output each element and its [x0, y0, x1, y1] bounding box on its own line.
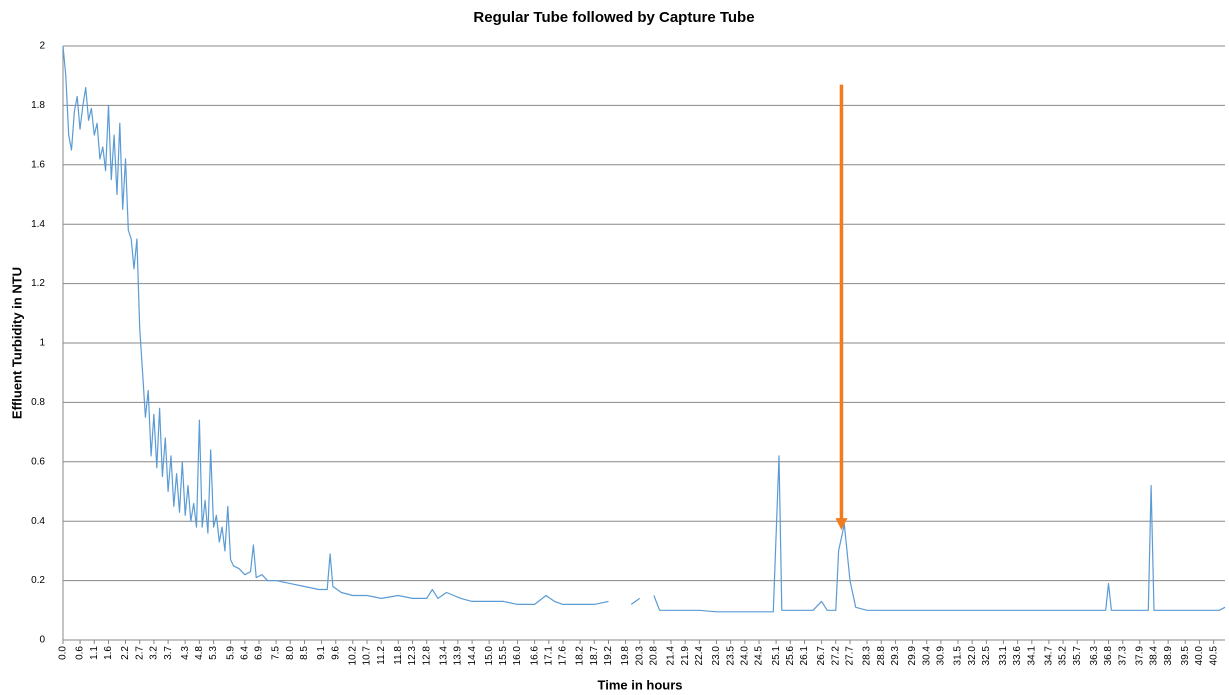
y-tick-label: 0.6 [31, 456, 45, 467]
x-tick-label: 35.2 [1058, 646, 1069, 666]
x-tick-label: 17.1 [543, 646, 554, 666]
x-tick-label: 36.8 [1103, 646, 1114, 666]
x-tick-label: 9.6 [330, 646, 341, 660]
x-tick-label: 28.8 [876, 646, 887, 666]
x-tick-label: 29.3 [890, 646, 901, 666]
x-tick-label: 21.4 [666, 646, 677, 666]
x-tick-label: 6.9 [254, 646, 265, 660]
x-tick-label: 23.0 [711, 646, 722, 666]
x-tick-label: 37.3 [1117, 646, 1128, 666]
x-tick-label: 19.8 [620, 646, 631, 666]
x-tick-label: 38.9 [1163, 646, 1174, 666]
x-tick-label: 34.1 [1026, 646, 1037, 666]
x-tick-label: 5.9 [225, 646, 236, 660]
x-tick-label: 12.3 [407, 646, 418, 666]
x-tick-label: 40.5 [1208, 646, 1219, 666]
x-tick-label: 3.2 [149, 646, 160, 660]
x-tick-label: 28.3 [862, 646, 873, 666]
x-tick-label: 33.6 [1012, 646, 1023, 666]
x-tick-label: 7.5 [271, 646, 282, 660]
x-tick-label: 13.9 [453, 646, 464, 666]
x-tick-label: 8.5 [299, 646, 310, 660]
x-tick-label: 35.7 [1072, 646, 1083, 666]
y-tick-label: 0.8 [31, 397, 45, 408]
x-tick-label: 3.7 [163, 646, 174, 660]
x-tick-label: 30.4 [921, 646, 932, 666]
x-tick-label: 18.7 [589, 646, 600, 666]
x-tick-label: 30.9 [936, 646, 947, 666]
x-tick-label: 9.1 [316, 646, 327, 660]
x-tick-label: 27.2 [830, 646, 841, 666]
x-tick-label: 5.3 [208, 646, 219, 660]
data-line [62, 45, 1226, 613]
x-tick-label: 1.6 [103, 646, 114, 660]
x-tick-label: 20.3 [634, 646, 645, 666]
x-tick-label: 4.8 [194, 646, 205, 660]
x-tick-label: 15.5 [498, 646, 509, 666]
y-tick-label: 0 [39, 635, 45, 646]
x-tick-label: 24.5 [754, 646, 765, 666]
y-tick-label: 0.4 [31, 516, 45, 527]
annotation-arrow-head [835, 518, 848, 531]
x-tick-label: 4.3 [180, 646, 191, 660]
x-tick-label: 32.5 [981, 646, 992, 666]
x-tick-label: 33.1 [998, 646, 1009, 666]
x-tick-label: 17.6 [558, 646, 569, 666]
x-tick-label: 37.9 [1134, 646, 1145, 666]
x-tick-label: 6.4 [239, 646, 250, 660]
x-tick-label: 29.9 [907, 646, 918, 666]
x-tick-label: 0.6 [75, 646, 86, 660]
x-tick-label: 25.1 [771, 646, 782, 666]
y-tick-label: 2 [39, 41, 45, 52]
x-tick-label: 10.7 [362, 646, 373, 666]
x-tick-label: 26.7 [816, 646, 827, 666]
x-tick-label: 26.1 [799, 646, 810, 666]
x-tick-label: 2.2 [120, 646, 131, 660]
y-tick-label: 0.2 [31, 575, 45, 586]
x-tick-label: 2.7 [134, 646, 145, 660]
x-tick-label: 21.9 [680, 646, 691, 666]
y-tick-label: 1.2 [31, 278, 45, 289]
y-tick-label: 1 [39, 338, 45, 349]
x-tick-label: 31.5 [953, 646, 964, 666]
x-tick-label: 32.0 [967, 646, 978, 666]
x-tick-label: 38.4 [1149, 646, 1160, 666]
chart-title: Regular Tube followed by Capture Tube [473, 9, 754, 26]
x-tick-label: 24.0 [739, 646, 750, 666]
x-tick-label: 10.2 [347, 646, 358, 666]
x-tick-label: 12.8 [421, 646, 432, 666]
y-tick-label: 1.8 [31, 100, 45, 111]
x-tick-label: 27.7 [845, 646, 856, 666]
x-tick-label: 18.2 [575, 646, 586, 666]
x-tick-label: 1.1 [89, 646, 100, 660]
x-tick-label: 0.0 [58, 646, 69, 660]
x-tick-label: 8.0 [285, 646, 296, 660]
y-axis-title: Effluent Turbidity in NTU [9, 267, 24, 419]
y-tick-label: 1.4 [31, 219, 45, 230]
y-tick-label: 1.6 [31, 159, 45, 170]
x-tick-label: 11.2 [376, 646, 387, 665]
x-tick-label: 13.4 [438, 646, 449, 666]
x-tick-label: 40.0 [1194, 646, 1205, 666]
x-tick-label: 11.8 [393, 646, 404, 665]
x-tick-label: 16.0 [512, 646, 523, 666]
x-tick-label: 39.5 [1180, 646, 1191, 666]
x-tick-label: 34.7 [1043, 646, 1054, 666]
x-tick-label: 22.4 [694, 646, 705, 666]
x-axis-title: Time in hours [598, 677, 683, 692]
x-tick-label: 16.6 [529, 646, 540, 666]
x-tick-label: 14.4 [467, 646, 478, 666]
x-tick-label: 23.5 [725, 646, 736, 666]
x-tick-label: 36.3 [1089, 646, 1100, 666]
x-tick-label: 25.6 [785, 646, 796, 666]
x-tick-label: 19.2 [603, 646, 614, 666]
x-tick-label: 20.8 [649, 646, 660, 666]
x-tick-label: 15.0 [484, 646, 495, 666]
